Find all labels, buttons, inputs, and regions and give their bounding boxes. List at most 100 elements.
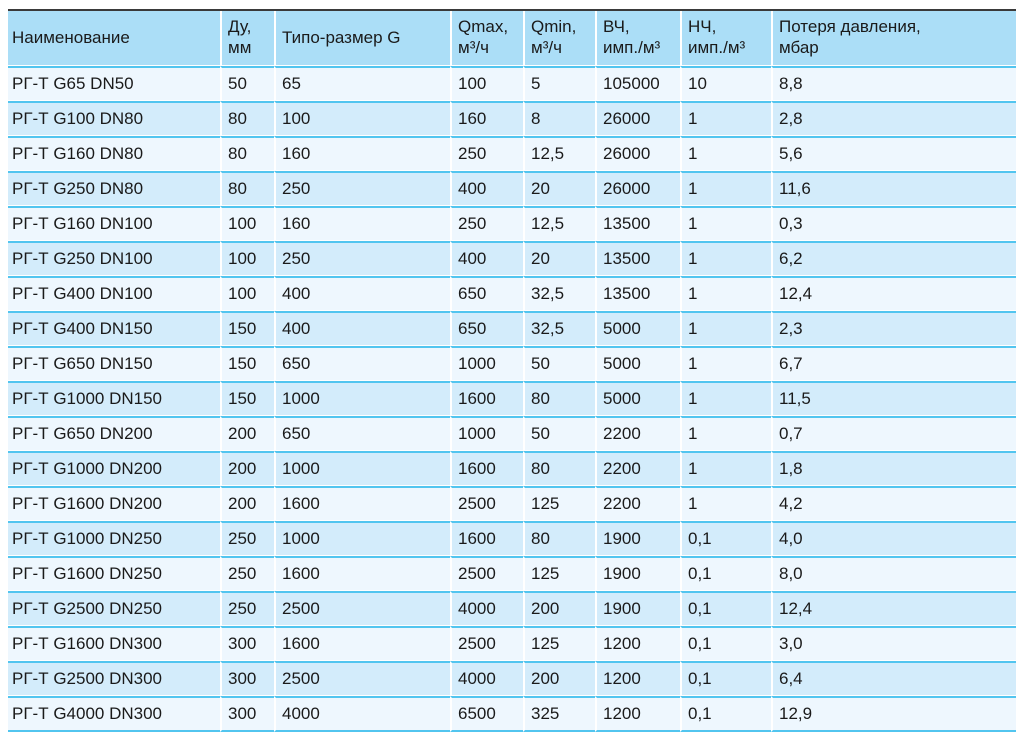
cell-name: РГ-Т G1600 DN250 — [8, 556, 220, 591]
cell-lf: 1 — [680, 136, 771, 171]
cell-name: РГ-Т G65 DN50 — [8, 66, 220, 101]
column-header-g-size: Типо-размер G — [274, 11, 450, 66]
cell-g-size: 160 — [274, 136, 450, 171]
cell-name: РГ-Т G1000 DN200 — [8, 451, 220, 486]
cell-du: 150 — [220, 311, 274, 346]
cell-name: РГ-Т G250 DN80 — [8, 171, 220, 206]
cell-hf: 26000 — [595, 136, 680, 171]
cell-name: РГ-Т G650 DN150 — [8, 346, 220, 381]
cell-hf: 13500 — [595, 276, 680, 311]
cell-qmin: 50 — [523, 346, 595, 381]
cell-qmax: 650 — [450, 311, 523, 346]
column-header-du: Ду, мм — [220, 11, 274, 66]
cell-pressure-loss: 11,6 — [771, 171, 1016, 206]
cell-qmin: 125 — [523, 626, 595, 661]
cell-qmin: 5 — [523, 66, 595, 101]
table-row: РГ-Т G1000 DN150 150 1000 1600 80 5000 1 11,5 — [8, 381, 1016, 416]
cell-name: РГ-Т G1000 DN150 — [8, 381, 220, 416]
cell-qmax: 4000 — [450, 591, 523, 626]
cell-g-size: 1000 — [274, 381, 450, 416]
cell-du: 150 — [220, 381, 274, 416]
cell-name: РГ-Т G650 DN200 — [8, 416, 220, 451]
table-row: РГ-Т G65 DN50 50 65 100 5 105000 10 8,8 — [8, 66, 1016, 101]
cell-pressure-loss: 12,4 — [771, 591, 1016, 626]
table-row: РГ-Т G250 DN100 100 250 400 20 13500 1 6,2 — [8, 241, 1016, 276]
cell-du: 200 — [220, 451, 274, 486]
cell-hf: 2200 — [595, 451, 680, 486]
table-row: РГ-Т G650 DN200 200 650 1000 50 2200 1 0,7 — [8, 416, 1016, 451]
cell-g-size: 2500 — [274, 661, 450, 696]
cell-g-size: 250 — [274, 241, 450, 276]
cell-g-size: 4000 — [274, 696, 450, 732]
cell-pressure-loss: 2,3 — [771, 311, 1016, 346]
cell-qmax: 400 — [450, 171, 523, 206]
cell-pressure-loss: 4,0 — [771, 521, 1016, 556]
cell-hf: 13500 — [595, 241, 680, 276]
cell-lf: 0,1 — [680, 696, 771, 732]
cell-qmin: 125 — [523, 486, 595, 521]
cell-qmin: 80 — [523, 451, 595, 486]
cell-name: РГ-Т G400 DN150 — [8, 311, 220, 346]
cell-hf: 5000 — [595, 346, 680, 381]
table-row: РГ-Т G650 DN150 150 650 1000 50 5000 1 6,7 — [8, 346, 1016, 381]
cell-qmax: 1600 — [450, 451, 523, 486]
cell-g-size: 1600 — [274, 486, 450, 521]
cell-hf: 13500 — [595, 206, 680, 241]
cell-du: 80 — [220, 101, 274, 136]
cell-lf: 1 — [680, 451, 771, 486]
cell-lf: 0,1 — [680, 556, 771, 591]
cell-lf: 0,1 — [680, 521, 771, 556]
table-row: РГ-Т G4000 DN300 300 4000 6500 325 1200 0,1 12,… — [8, 696, 1016, 732]
cell-g-size: 65 — [274, 66, 450, 101]
cell-pressure-loss: 4,2 — [771, 486, 1016, 521]
table-body: РГ-Т G65 DN50 50 65 100 5 105000 10 8,8 РГ-Т G10… — [8, 66, 1016, 732]
cell-lf: 1 — [680, 276, 771, 311]
cell-pressure-loss: 1,8 — [771, 451, 1016, 486]
cell-pressure-loss: 0,3 — [771, 206, 1016, 241]
cell-g-size: 1000 — [274, 451, 450, 486]
cell-du: 100 — [220, 206, 274, 241]
table-row: РГ-Т G1600 DN300 300 1600 2500 125 1200 0,1 3,0 — [8, 626, 1016, 661]
cell-name: РГ-Т G1600 DN200 — [8, 486, 220, 521]
cell-hf: 1200 — [595, 626, 680, 661]
cell-du: 200 — [220, 486, 274, 521]
cell-du: 250 — [220, 556, 274, 591]
table-row: РГ-Т G160 DN80 80 160 250 12,5 26000 1 5,6 — [8, 136, 1016, 171]
cell-lf: 1 — [680, 416, 771, 451]
cell-du: 250 — [220, 521, 274, 556]
cell-name: РГ-Т G250 DN100 — [8, 241, 220, 276]
cell-du: 100 — [220, 276, 274, 311]
cell-name: РГ-Т G160 DN80 — [8, 136, 220, 171]
gas-meter-specs-table: Наименование Ду, мм Типо-размер G Qmax, … — [8, 9, 1016, 732]
table-row: РГ-Т G2500 DN300 300 2500 4000 200 1200 0,1 6,4 — [8, 661, 1016, 696]
cell-qmax: 6500 — [450, 696, 523, 732]
cell-du: 300 — [220, 696, 274, 732]
cell-qmax: 1600 — [450, 521, 523, 556]
cell-name: РГ-Т G1000 DN250 — [8, 521, 220, 556]
cell-lf: 1 — [680, 241, 771, 276]
cell-lf: 10 — [680, 66, 771, 101]
cell-g-size: 1000 — [274, 521, 450, 556]
cell-name: РГ-Т G2500 DN300 — [8, 661, 220, 696]
cell-qmax: 1600 — [450, 381, 523, 416]
cell-name: РГ-Т G2500 DN250 — [8, 591, 220, 626]
cell-g-size: 400 — [274, 276, 450, 311]
cell-du: 50 — [220, 66, 274, 101]
cell-pressure-loss: 6,2 — [771, 241, 1016, 276]
cell-pressure-loss: 8,0 — [771, 556, 1016, 591]
cell-g-size: 160 — [274, 206, 450, 241]
cell-qmin: 12,5 — [523, 206, 595, 241]
cell-hf: 105000 — [595, 66, 680, 101]
cell-qmin: 12,5 — [523, 136, 595, 171]
cell-pressure-loss: 5,6 — [771, 136, 1016, 171]
cell-qmax: 160 — [450, 101, 523, 136]
cell-g-size: 650 — [274, 416, 450, 451]
cell-hf: 5000 — [595, 311, 680, 346]
cell-qmin: 32,5 — [523, 276, 595, 311]
cell-qmax: 100 — [450, 66, 523, 101]
table-row: РГ-Т G2500 DN250 250 2500 4000 200 1900 0,1 12,… — [8, 591, 1016, 626]
cell-qmax: 2500 — [450, 486, 523, 521]
cell-qmax: 650 — [450, 276, 523, 311]
column-header-qmax: Qmax, м³/ч — [450, 11, 523, 66]
cell-g-size: 2500 — [274, 591, 450, 626]
